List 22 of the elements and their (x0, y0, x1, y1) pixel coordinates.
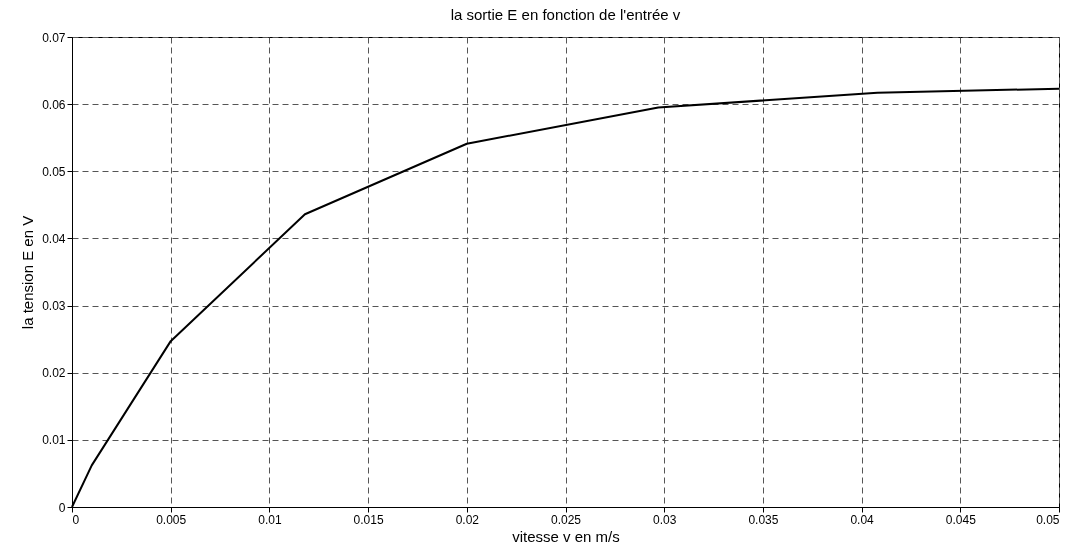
x-tick-label: 0.05 (1036, 512, 1060, 527)
x-axis-title: vitesse v en m/s (512, 527, 620, 545)
y-tick-label: 0.02 (42, 366, 66, 381)
x-tick-label: 0.045 (945, 512, 977, 527)
y-tick-label: 0.01 (42, 433, 66, 448)
x-tick-label: 0.02 (455, 512, 480, 527)
y-tick-label: 0.06 (42, 97, 66, 112)
chart-title: la sortie E en fonction de l'entrée v (450, 6, 681, 23)
x-tick-label: 0.04 (850, 512, 875, 527)
x-tick-label: 0.03 (653, 512, 677, 527)
x-tick-label: 0.035 (748, 512, 779, 527)
y-axis-title: la tension E en V (19, 215, 37, 330)
y-tick-label: 0.05 (42, 164, 66, 179)
x-tick-label: 0.01 (258, 512, 282, 527)
y-tick-label: 0.07 (42, 30, 66, 45)
x-tick-label: 0.025 (550, 512, 582, 527)
y-tick-label: 0 (58, 500, 66, 515)
x-tick-label: 0 (72, 512, 80, 527)
x-tick-label: 0.015 (353, 512, 384, 527)
y-tick-label: 0.03 (42, 299, 66, 314)
y-tick-label: 0.04 (42, 231, 66, 246)
x-tick-label: 0.005 (156, 512, 187, 527)
